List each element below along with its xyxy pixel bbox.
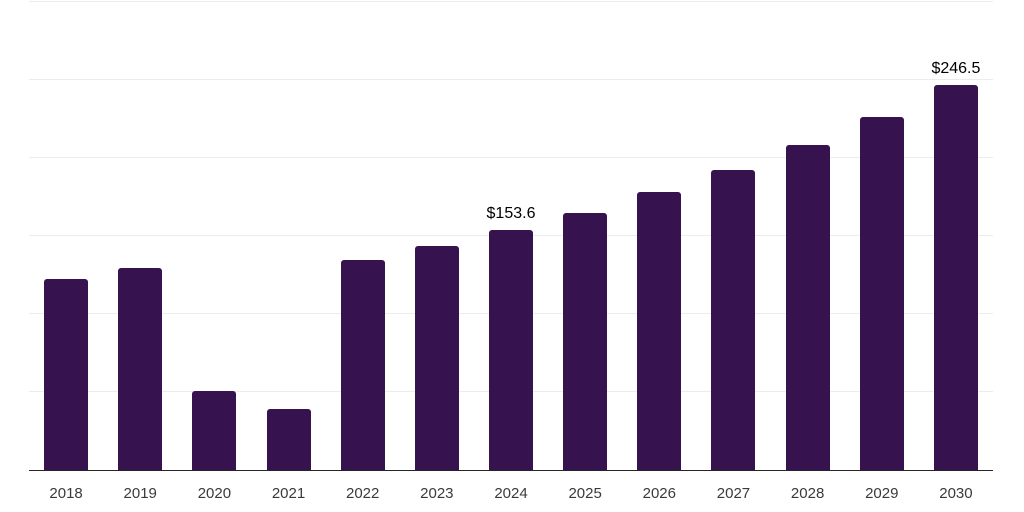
bar-2025[interactable] [563, 212, 608, 470]
x-tick-label-2030: 2030 [939, 485, 973, 502]
x-tick-label-2019: 2019 [123, 485, 157, 502]
bar-value-label-2030: $246.5 [931, 60, 981, 78]
bar-2022[interactable] [340, 260, 385, 470]
x-tick-label-2028: 2028 [790, 485, 825, 502]
x-tick-label-2025: 2025 [568, 485, 602, 502]
bar-2026[interactable] [637, 192, 682, 470]
bar-2019[interactable] [118, 268, 163, 470]
bar-value-label-2024: $153.6 [486, 205, 536, 223]
bar-2029[interactable] [859, 117, 904, 470]
x-tick-label-2018: 2018 [49, 485, 83, 502]
plot-area: $153.6 $246.5 [29, 1, 993, 470]
bar-2027[interactable] [711, 170, 756, 470]
bar-2021[interactable] [266, 409, 311, 470]
gridline [29, 157, 993, 158]
x-tick-label-2029: 2029 [865, 485, 899, 502]
bar-2024[interactable] [489, 230, 533, 470]
x-tick-label-2021: 2021 [271, 485, 306, 502]
x-tick-label-2027: 2027 [716, 485, 751, 502]
bar-2020[interactable] [192, 391, 237, 470]
gridline [29, 79, 993, 80]
x-tick-label-2023: 2023 [420, 485, 454, 502]
x-axis-line [29, 470, 993, 471]
x-tick-label-2024: 2024 [494, 485, 528, 502]
x-tick-label-2020: 2020 [197, 485, 232, 502]
bar-2030[interactable] [933, 85, 978, 470]
x-axis: 2018 2019 2020 2021 2022 2023 2024 2025 2026 2027… [29, 484, 993, 506]
bar-2028[interactable] [785, 145, 830, 470]
x-tick-label-2026: 2026 [642, 485, 676, 502]
gridline [29, 1, 993, 2]
x-tick-label-2022: 2022 [346, 485, 380, 502]
bar-2018[interactable] [44, 279, 89, 470]
bar-2023[interactable] [414, 245, 459, 470]
